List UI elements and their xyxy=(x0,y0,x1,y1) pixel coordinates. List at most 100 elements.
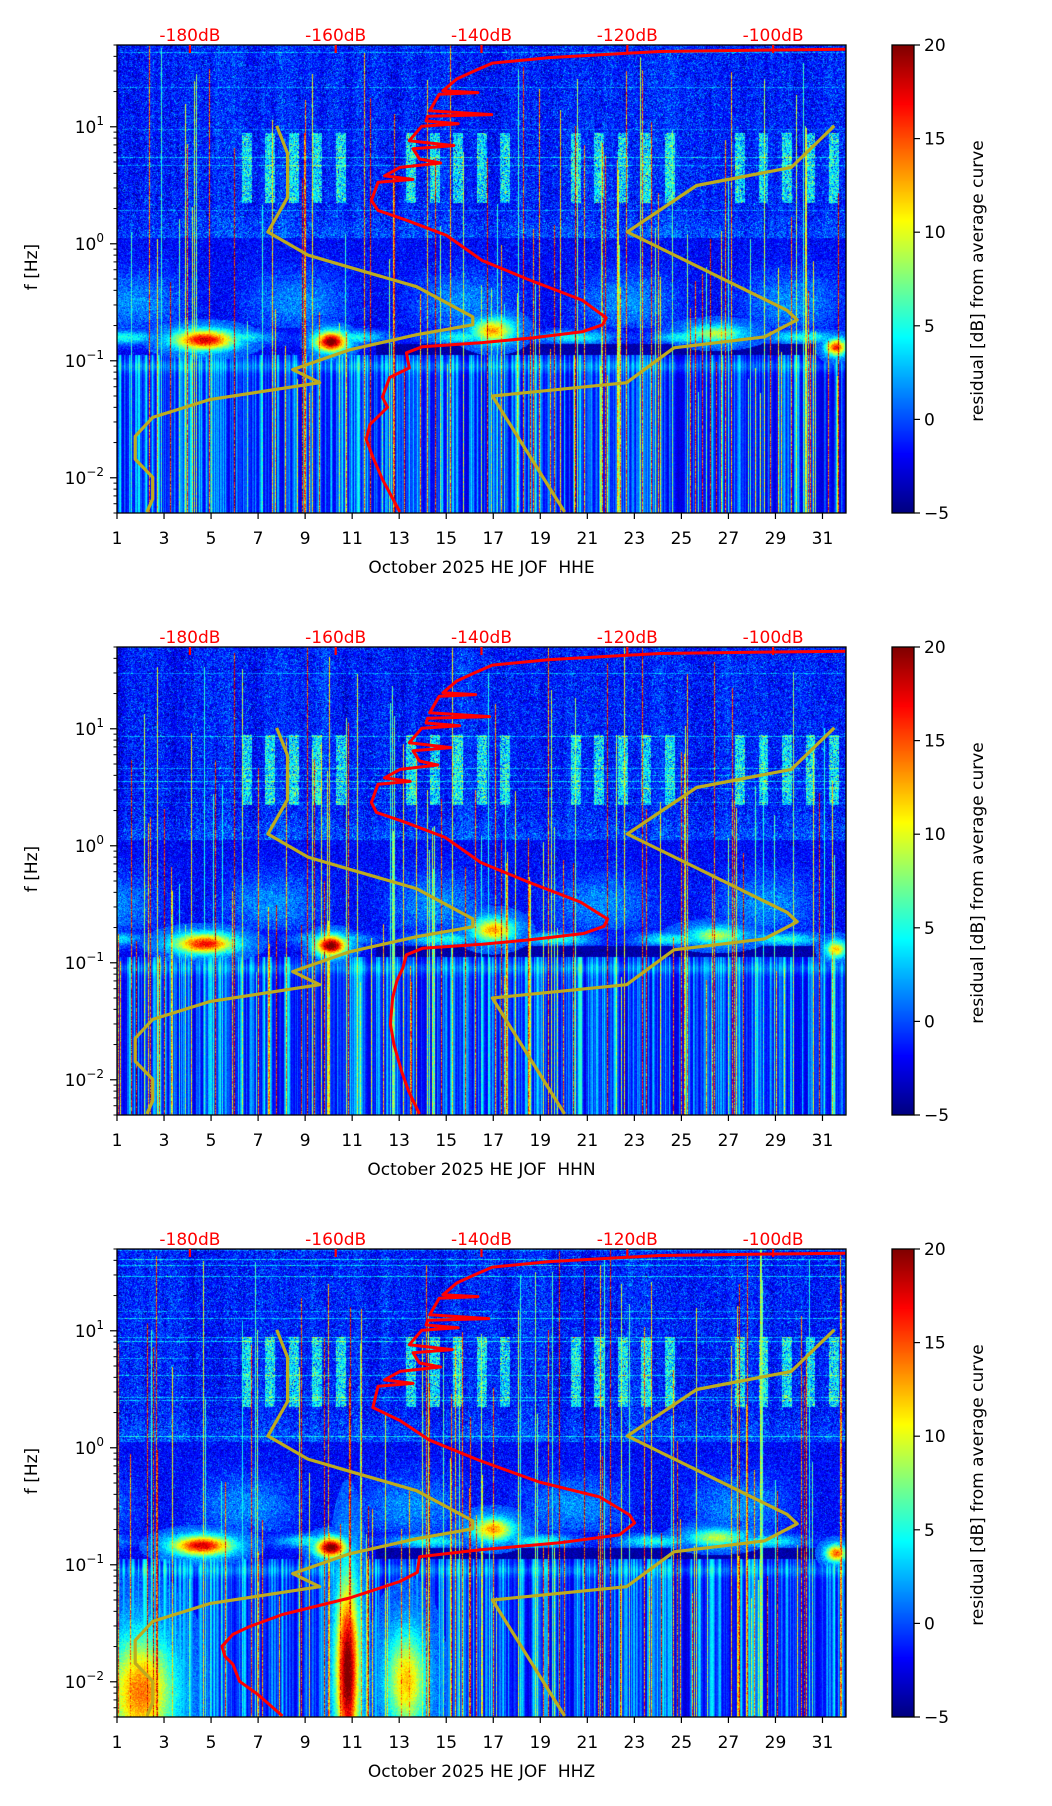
y-tick-base: 10 xyxy=(65,352,87,372)
y-tick-label: 10−2 xyxy=(65,1669,104,1693)
top-db-label: -160dB xyxy=(305,1230,366,1250)
colorbar-tick-label: 10 xyxy=(924,825,946,845)
colorbar-tick-label: 5 xyxy=(924,919,935,939)
y-tick-label: 101 xyxy=(75,716,104,740)
top-db-label: -120dB xyxy=(597,1230,658,1250)
top-db-label: -140dB xyxy=(451,26,512,46)
x-tick-label: 13 xyxy=(388,1733,410,1753)
x-axis-label: October 2025 HE JOF HHZ xyxy=(368,1762,595,1782)
x-tick-label: 21 xyxy=(577,1733,599,1753)
colorbar-tick-label: −5 xyxy=(924,1708,949,1728)
colorbar-tick-label: 5 xyxy=(924,317,935,337)
top-db-label: -100dB xyxy=(743,628,804,648)
y-tick-label: 100 xyxy=(75,833,104,857)
spectrogram-panel: 1 3 5 7 9 11 13 15 17 19 21 23 25 27 29 3110−210−110010… xyxy=(22,26,988,578)
x-tick-label: 9 xyxy=(300,1131,311,1151)
x-tick-label: 7 xyxy=(253,529,264,549)
x-tick-label: 29 xyxy=(765,1131,787,1151)
x-tick-label: 25 xyxy=(671,1131,693,1151)
colorbar-gradient xyxy=(892,647,914,1115)
colorbar-gradient xyxy=(892,1249,914,1717)
y-axis-label: f [Hz] xyxy=(22,1448,42,1494)
x-tick-label: 21 xyxy=(577,1131,599,1151)
y-tick-label: 10−2 xyxy=(65,1067,104,1091)
y-tick-exponent: 0 xyxy=(96,833,104,847)
top-db-label: -120dB xyxy=(597,26,658,46)
y-tick-base: 10 xyxy=(65,954,87,974)
x-tick-label: 27 xyxy=(718,1733,740,1753)
x-tick-label: 15 xyxy=(435,1131,457,1151)
average-curve xyxy=(364,47,846,513)
x-tick-label: 31 xyxy=(812,529,834,549)
colorbar-tick-label: 15 xyxy=(924,1334,946,1354)
top-db-label: -160dB xyxy=(305,628,366,648)
y-tick-label: 101 xyxy=(75,114,104,138)
x-tick-label: 25 xyxy=(671,529,693,549)
x-tick-label: 5 xyxy=(206,1733,217,1753)
y-tick-exponent: −2 xyxy=(86,1067,104,1081)
x-tick-label: 19 xyxy=(529,529,551,549)
y-tick-exponent: 0 xyxy=(96,1435,104,1449)
low-noise-model-curve xyxy=(133,727,475,1115)
x-tick-label: 11 xyxy=(341,1131,363,1151)
x-tick-label: 3 xyxy=(159,1733,170,1753)
y-tick-base: 10 xyxy=(75,1439,97,1459)
y-tick-base: 10 xyxy=(65,1556,87,1576)
colorbar-tick-label: 20 xyxy=(924,1240,946,1260)
x-tick-label: 21 xyxy=(577,529,599,549)
y-tick-base: 10 xyxy=(65,1071,87,1091)
x-tick-label: 1 xyxy=(112,1131,123,1151)
top-db-label: -180dB xyxy=(159,628,220,648)
y-tick-label: 10−1 xyxy=(65,348,104,372)
top-db-label: -140dB xyxy=(451,1230,512,1250)
y-tick-base: 10 xyxy=(75,837,97,857)
x-tick-label: 29 xyxy=(765,1733,787,1753)
spectrogram-panel: 1 3 5 7 9 11 13 15 17 19 21 23 25 27 29 3110−210−110010… xyxy=(22,628,988,1180)
top-db-label: -100dB xyxy=(743,26,804,46)
x-tick-label: 19 xyxy=(529,1131,551,1151)
x-tick-label: 17 xyxy=(482,529,504,549)
y-tick-label: 10−1 xyxy=(65,950,104,974)
y-tick-label: 101 xyxy=(75,1318,104,1342)
x-tick-label: 11 xyxy=(341,529,363,549)
x-tick-label: 17 xyxy=(482,1131,504,1151)
x-tick-label: 27 xyxy=(718,529,740,549)
x-axis-label: October 2025 HE JOF HHN xyxy=(367,1160,595,1180)
x-tick-label: 23 xyxy=(624,1733,646,1753)
x-tick-label: 7 xyxy=(253,1733,264,1753)
colorbar-tick-label: 15 xyxy=(924,732,946,752)
y-tick-base: 10 xyxy=(75,1322,97,1342)
y-axis-label: f [Hz] xyxy=(22,846,42,892)
top-db-label: -120dB xyxy=(597,628,658,648)
y-tick-exponent: −1 xyxy=(86,348,104,362)
top-db-label: -180dB xyxy=(159,1230,220,1250)
x-tick-label: 25 xyxy=(671,1733,693,1753)
colorbar-label: residual [dB] from average curve xyxy=(968,742,988,1023)
colorbar-tick-label: 20 xyxy=(924,638,946,658)
low-noise-model-curve xyxy=(133,1329,475,1717)
colorbar-tick-label: −5 xyxy=(924,504,949,524)
x-tick-label: 23 xyxy=(624,529,646,549)
colorbar-tick-label: 15 xyxy=(924,130,946,150)
y-tick-exponent: 1 xyxy=(96,114,104,128)
colorbar-tick-label: 0 xyxy=(924,1012,935,1032)
x-tick-label: 13 xyxy=(388,1131,410,1151)
colorbar-tick-label: 20 xyxy=(924,36,946,56)
y-tick-exponent: 0 xyxy=(96,231,104,245)
colorbar-label: residual [dB] from average curve xyxy=(968,1344,988,1625)
y-tick-base: 10 xyxy=(75,720,97,740)
x-tick-label: 9 xyxy=(300,529,311,549)
top-db-label: -180dB xyxy=(159,26,220,46)
x-tick-label: 1 xyxy=(112,529,123,549)
y-tick-label: 10−1 xyxy=(65,1552,104,1576)
y-tick-exponent: −2 xyxy=(86,465,104,479)
x-tick-label: 31 xyxy=(812,1131,834,1151)
x-tick-label: 15 xyxy=(435,529,457,549)
colorbar-frame xyxy=(891,646,915,1116)
y-tick-label: 100 xyxy=(75,1435,104,1459)
y-tick-exponent: −2 xyxy=(86,1669,104,1683)
y-tick-exponent: −1 xyxy=(86,1552,104,1566)
y-tick-exponent: −1 xyxy=(86,950,104,964)
